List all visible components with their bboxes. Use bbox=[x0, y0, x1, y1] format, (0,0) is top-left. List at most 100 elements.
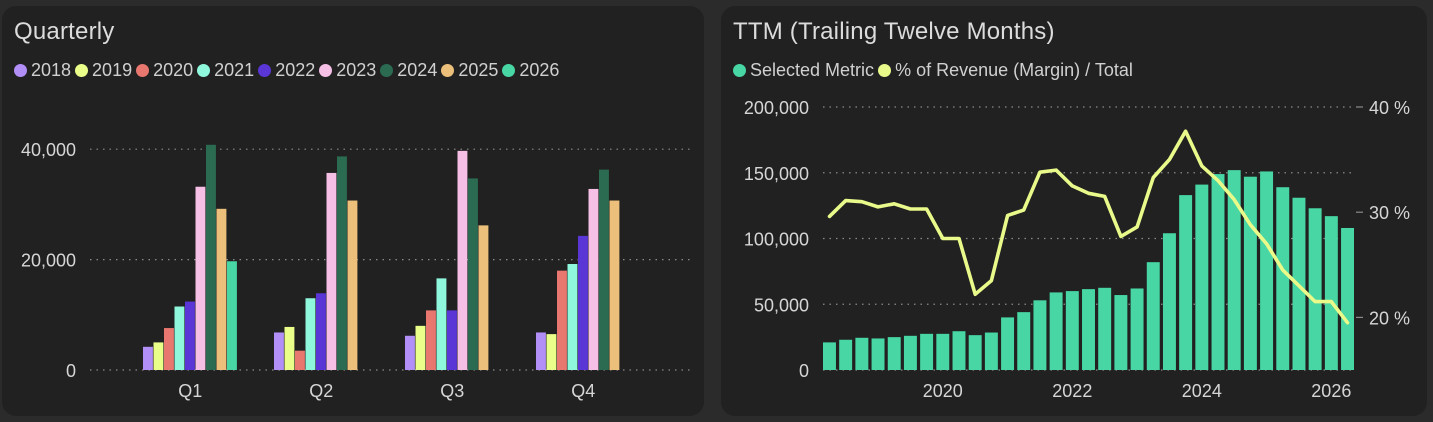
bar-2019-Q3 bbox=[415, 325, 426, 370]
y-tick-label: 40,000 bbox=[21, 140, 76, 160]
ttm-legend-item[interactable]: % of Revenue (Margin) / Total bbox=[878, 60, 1133, 81]
bar-2020-Q1 bbox=[164, 328, 174, 370]
ttm-bar bbox=[1324, 216, 1338, 370]
ttm-bar bbox=[1341, 227, 1354, 370]
bar-2024-Q4 bbox=[599, 169, 609, 370]
ttm-bar bbox=[1276, 187, 1290, 370]
bar-2021-Q2 bbox=[305, 298, 316, 370]
ttm-legend-label: Selected Metric bbox=[750, 59, 875, 80]
ttm-bar bbox=[1130, 288, 1144, 370]
ttm-bar bbox=[1017, 312, 1031, 370]
bar-2023-Q3 bbox=[457, 150, 468, 370]
x-tick-label: 2026 bbox=[1311, 381, 1351, 401]
y-tick-label: 100,000 bbox=[744, 230, 809, 250]
bar-2024-Q3 bbox=[468, 178, 478, 370]
ttm-bar bbox=[952, 331, 966, 370]
bar-2021-Q4 bbox=[567, 264, 578, 370]
legend-dot-icon bbox=[258, 63, 272, 77]
bar-2026-Q1 bbox=[227, 261, 237, 370]
ttm-title: TTM (Trailing Twelve Months) bbox=[733, 18, 1055, 45]
bar-2020-Q2 bbox=[295, 350, 305, 370]
ttm-bar bbox=[984, 332, 998, 370]
x-tick-label: 2024 bbox=[1182, 381, 1222, 401]
bar-2020-Q3 bbox=[426, 310, 436, 370]
ttm-bar bbox=[1243, 176, 1257, 370]
ttm-bar bbox=[1065, 291, 1079, 370]
legend-dot-icon bbox=[14, 63, 27, 77]
y-tick-label: 150,000 bbox=[744, 164, 809, 184]
bar-2025-Q2 bbox=[347, 200, 358, 370]
legend-dot-icon bbox=[136, 63, 150, 77]
quarterly-legend-label: 2021 bbox=[214, 59, 255, 80]
bar-2019-Q2 bbox=[284, 326, 295, 370]
legend-dot-icon bbox=[380, 63, 394, 77]
bar-2019-Q4 bbox=[546, 334, 557, 370]
bar-2024-Q1 bbox=[206, 144, 216, 370]
quarterly-legend-item[interactable]: 2020 bbox=[136, 60, 193, 81]
bar-2025-Q4 bbox=[609, 200, 620, 370]
bar-2022-Q4 bbox=[578, 235, 588, 370]
bar-2023-Q4 bbox=[588, 188, 599, 370]
y2-tick-label: 20 % bbox=[1369, 308, 1410, 328]
quarterly-legend-label: 2023 bbox=[336, 59, 377, 80]
x-tick-label: 2020 bbox=[923, 381, 963, 401]
ttm-legend-label: % of Revenue (Margin) / Total bbox=[895, 59, 1133, 80]
ttm-bar bbox=[1001, 317, 1015, 370]
bar-2018-Q2 bbox=[274, 332, 284, 370]
quarterly-legend-item[interactable]: 2019 bbox=[75, 60, 132, 81]
x-tick-label: Q2 bbox=[309, 381, 333, 401]
ttm-bar bbox=[1162, 233, 1176, 370]
bar-2025-Q3 bbox=[478, 225, 489, 370]
bar-2019-Q1 bbox=[153, 342, 164, 370]
quarterly-legend-label: 2018 bbox=[31, 59, 72, 80]
legend-dot-icon bbox=[878, 63, 892, 77]
quarterly-legend-item[interactable]: 2023 bbox=[319, 60, 376, 81]
ttm-panel: TTM (Trailing Twelve Months) Selected Me… bbox=[721, 6, 1427, 416]
legend-dot-icon bbox=[441, 63, 455, 77]
bar-2018-Q1 bbox=[143, 346, 153, 370]
ttm-bar bbox=[1227, 170, 1241, 370]
quarterly-legend-item[interactable]: 2025 bbox=[441, 60, 498, 81]
ttm-chart: 0 50,000 100,000 150,000 200,000 20 % 30 % 40 %… bbox=[744, 98, 1410, 401]
bar-2022-Q2 bbox=[316, 293, 326, 370]
bar-2022-Q3 bbox=[447, 310, 457, 370]
ttm-bar bbox=[936, 333, 950, 370]
ttm-bar bbox=[839, 339, 853, 370]
bar-2018-Q3 bbox=[405, 335, 415, 370]
ttm-legend: Selected Metric % of Revenue (Margin) / T… bbox=[733, 58, 1137, 82]
quarterly-legend-label: 2019 bbox=[92, 59, 133, 80]
ttm-bar bbox=[903, 335, 917, 370]
ttm-bar bbox=[887, 337, 901, 370]
ttm-bar bbox=[968, 335, 982, 370]
y-tick-label: 0 bbox=[66, 361, 76, 381]
bar-2023-Q2 bbox=[326, 172, 337, 370]
ttm-bar bbox=[1195, 184, 1209, 370]
quarterly-legend-label: 2024 bbox=[397, 59, 438, 80]
ttm-bar bbox=[1260, 171, 1274, 370]
bar-2024-Q2 bbox=[337, 156, 347, 370]
quarterly-legend-item[interactable]: 2024 bbox=[380, 60, 437, 81]
quarterly-legend-item[interactable]: 2021 bbox=[197, 60, 254, 81]
bar-2021-Q1 bbox=[174, 306, 185, 370]
quarterly-legend-item[interactable]: 2026 bbox=[502, 60, 559, 81]
legend-dot-icon bbox=[502, 63, 516, 77]
legend-dot-icon bbox=[319, 63, 333, 77]
bar-2023-Q1 bbox=[195, 186, 206, 370]
x-tick-label: 2022 bbox=[1052, 381, 1092, 401]
bar-2025-Q1 bbox=[216, 208, 227, 370]
ttm-bar bbox=[855, 337, 869, 370]
legend-dot-icon bbox=[733, 63, 746, 77]
ttm-bar bbox=[1308, 208, 1322, 370]
ttm-bar bbox=[1082, 289, 1095, 370]
quarterly-legend-item[interactable]: 2018 bbox=[14, 60, 71, 81]
ttm-bar bbox=[1179, 195, 1193, 370]
ttm-legend-item[interactable]: Selected Metric bbox=[733, 60, 874, 81]
quarterly-legend-item[interactable]: 2022 bbox=[258, 60, 315, 81]
ttm-bar bbox=[1098, 287, 1112, 370]
ttm-bar bbox=[1033, 300, 1047, 370]
x-tick-label: Q3 bbox=[440, 381, 464, 401]
y2-tick-label: 40 % bbox=[1369, 98, 1410, 118]
y-tick-label: 50,000 bbox=[754, 295, 809, 315]
ttm-bar bbox=[823, 342, 836, 370]
legend-dot-icon bbox=[75, 63, 89, 77]
